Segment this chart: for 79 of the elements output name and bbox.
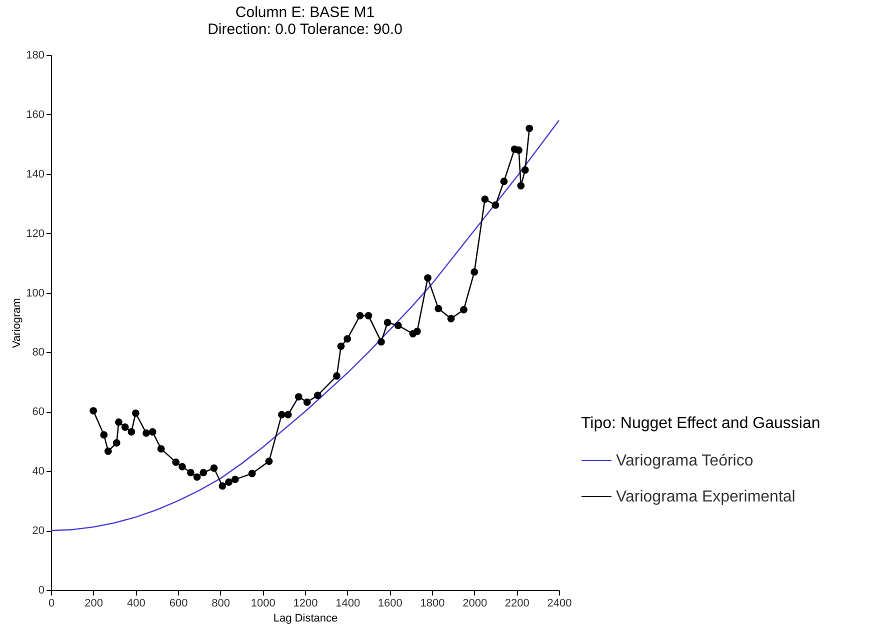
point (172, 458, 180, 466)
x-tick-label: 1000 (250, 598, 276, 610)
point (460, 306, 468, 314)
point (377, 338, 385, 346)
x-tick-label: 2400 (547, 598, 572, 610)
point (492, 201, 500, 209)
point (394, 322, 402, 330)
point (294, 393, 302, 401)
x-tick-label: 2200 (504, 598, 530, 610)
x-tick-label: 600 (169, 598, 188, 610)
point (100, 431, 108, 439)
point (210, 464, 218, 472)
point (526, 124, 534, 132)
point (178, 462, 186, 470)
x-tick-label: 1600 (378, 598, 402, 610)
point (248, 470, 256, 478)
point (148, 428, 156, 436)
point (115, 418, 122, 426)
point (132, 409, 140, 417)
y-tick-label: 100 (26, 287, 44, 300)
point (364, 312, 372, 320)
point (481, 195, 489, 203)
point (447, 314, 455, 322)
line-series (50, 120, 560, 532)
point (104, 447, 112, 455)
point (344, 335, 352, 343)
point (470, 268, 478, 276)
x-tick-label: 1200 (293, 598, 318, 610)
point (142, 429, 150, 437)
point (193, 473, 201, 481)
point (231, 476, 239, 484)
point (218, 482, 226, 490)
x-tick-label: 400 (126, 598, 146, 610)
y-tick-label: 120 (26, 228, 44, 240)
point (121, 423, 129, 431)
y-tick-label: 160 (26, 108, 44, 121)
point (333, 372, 340, 380)
y-tick-label: 40 (32, 466, 44, 478)
y-tick-label: 180 (26, 50, 44, 62)
point (424, 274, 432, 282)
x-tick-label: 1800 (420, 598, 445, 610)
legend-label: Variograma Experimental (616, 488, 796, 506)
point (225, 478, 233, 486)
point (500, 178, 508, 186)
point (128, 428, 136, 436)
x-tick-label: 200 (84, 598, 104, 610)
point (90, 407, 98, 414)
x-tick-label: 0 (48, 598, 55, 610)
y-tick-label: 20 (32, 525, 44, 538)
point (521, 166, 529, 174)
point (278, 410, 286, 418)
point (186, 468, 194, 476)
point (434, 304, 442, 312)
point (112, 439, 120, 447)
x-axis-title: Lag Distance (273, 612, 338, 624)
x-tick-label: 800 (212, 598, 230, 610)
x-tick-label: 2000 (462, 598, 488, 610)
point (356, 312, 364, 320)
y-tick-label: 60 (32, 406, 44, 418)
point (515, 146, 522, 154)
point (284, 410, 292, 418)
y-axis-title: Variogram (11, 298, 24, 348)
legend-title: Tipo: Nugget Effect and Gaussian (581, 415, 820, 432)
point (265, 458, 273, 466)
point (413, 328, 421, 336)
y-tick-label: 0 (38, 584, 44, 596)
chart-subtitle: Direction: 0.0 Tolerance: 90.0 (208, 21, 402, 38)
point (157, 445, 165, 453)
x-tick-label: 1400 (336, 598, 360, 610)
point (517, 182, 525, 190)
legend-label: Variograma Teórico (616, 452, 754, 470)
y-tick-label: 80 (32, 346, 44, 359)
point (337, 342, 345, 350)
y-tick-label: 140 (26, 168, 44, 180)
chart-title: Column E: BASE M1 (235, 4, 375, 21)
point (200, 468, 208, 476)
point (303, 398, 311, 406)
point (384, 318, 392, 326)
point (314, 392, 322, 400)
